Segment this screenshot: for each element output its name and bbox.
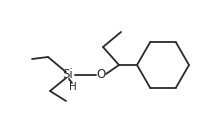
Text: H: H: [69, 82, 77, 92]
Text: Si: Si: [63, 68, 73, 82]
Text: O: O: [96, 68, 106, 82]
